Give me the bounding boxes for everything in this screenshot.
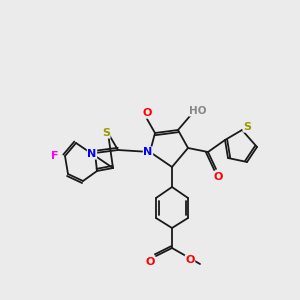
Text: O: O (142, 108, 152, 118)
Text: N: N (87, 149, 97, 159)
Text: S: S (102, 128, 110, 138)
Text: O: O (145, 257, 155, 267)
Text: F: F (51, 151, 59, 161)
Text: HO: HO (189, 106, 207, 116)
Text: O: O (213, 172, 223, 182)
Text: O: O (185, 255, 195, 265)
Text: S: S (243, 122, 251, 132)
Text: N: N (143, 147, 153, 157)
